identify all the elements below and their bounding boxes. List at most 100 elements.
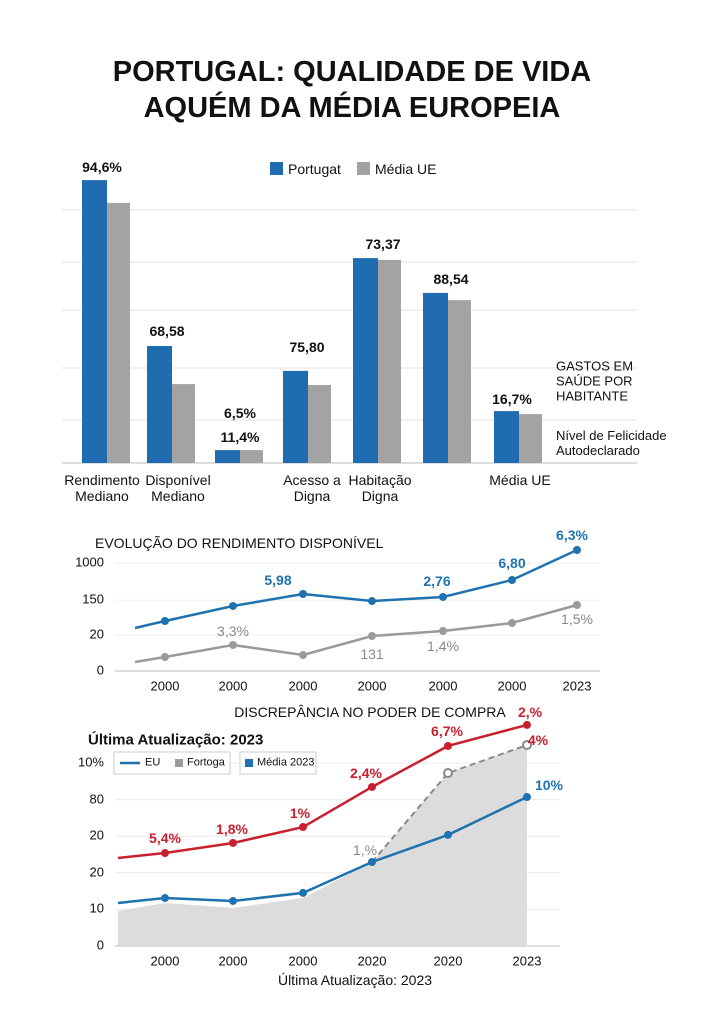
value-annotation: 68,58 [149, 322, 185, 339]
y-tick-label: 150 [82, 591, 104, 607]
bar [147, 346, 172, 463]
y-tick-label: 20 [89, 864, 104, 880]
value-annotation: 5,98 [264, 571, 292, 588]
line [134, 548, 578, 630]
value-annotation: 1% [289, 804, 311, 821]
point [299, 589, 307, 598]
value-annotation: 1,8% [216, 820, 248, 837]
value-annotation: 1,4% [427, 637, 459, 654]
bar [378, 259, 401, 463]
page-title: PORTUGAL: QUALIDADE DE VIDA AQUÉM DA MÉD… [112, 55, 592, 124]
point [444, 830, 452, 839]
point [229, 896, 237, 905]
x-tick-label: Habitação Digna [348, 472, 412, 505]
y-tick-label: 1000 [75, 554, 104, 570]
chart-title: EVOLUÇÃO DO RENDIMENTO DISPONÍVEL [95, 534, 384, 551]
point [368, 632, 376, 641]
x-tick-label: 2000 [218, 953, 248, 969]
x-tick-label: Acesso a Digna [283, 472, 341, 505]
point [522, 740, 532, 751]
area [118, 745, 527, 946]
bar [448, 300, 471, 463]
value-annotation: 5,4% [149, 829, 181, 846]
chart-title: DISCREPÂNCIA NO PODER DE COMPRA [234, 703, 506, 720]
point [368, 597, 376, 606]
value-annotation: 2,% [517, 703, 543, 720]
bar [308, 385, 331, 463]
y-tick-label: 20 [89, 827, 104, 843]
legend-label: Média 2023 [257, 756, 315, 769]
x-tick-label: 2020 [433, 953, 463, 969]
legend-swatch [175, 759, 183, 767]
y-tick-label: 10 [89, 900, 104, 916]
value-annotation: 6,3% [556, 526, 588, 543]
value-annotation: 6,5% [224, 404, 256, 421]
point [161, 652, 169, 661]
value-annotation: 88,54 [433, 270, 469, 287]
line [134, 603, 578, 664]
point [508, 619, 516, 628]
value-annotation: 2,76 [423, 572, 451, 589]
bar [423, 292, 448, 463]
value-annotation: 1,% [352, 841, 378, 858]
value-annotation: 3,3% [217, 622, 249, 639]
point [161, 849, 169, 858]
bar [240, 450, 263, 463]
point [444, 741, 452, 750]
y-tick-label: 20 [89, 626, 104, 642]
bar [283, 370, 308, 463]
value-annotation: 1,5% [561, 610, 593, 627]
value-annotation: 16,7% [492, 390, 532, 407]
value-annotation: 2,4% [350, 764, 382, 781]
point [508, 575, 516, 584]
x-tick-label: 2000 [150, 678, 180, 694]
legend-box [113, 751, 231, 775]
point [161, 616, 169, 625]
x-tick-label: 2000 [428, 678, 458, 694]
point [573, 546, 581, 555]
point [299, 823, 307, 832]
y-tick-label: 80 [89, 791, 104, 807]
chart-subtitle: Última Atualização: 2023 [88, 731, 264, 749]
legend-label: Média UE [375, 160, 437, 177]
bar [107, 202, 130, 463]
y-tick-label: 10% [77, 754, 104, 770]
dashed-line [371, 744, 528, 863]
value-annotation: 11,4% [220, 428, 260, 445]
legend-swatch [245, 759, 253, 767]
x-tick-label: 2020 [357, 953, 387, 969]
value-annotation: 75,80 [289, 338, 325, 355]
x-tick-label: Disponível Mediano [145, 472, 211, 505]
point [299, 888, 307, 897]
point [368, 782, 376, 791]
legend-swatch [357, 162, 370, 175]
value-annotation: 73,37 [365, 235, 401, 252]
bar [82, 180, 107, 463]
point [439, 592, 447, 601]
value-annotation: 4% [527, 731, 549, 748]
legend-label: Fortoga [187, 756, 225, 769]
x-tick-label: 2000 [288, 953, 318, 969]
x-tick-label: 2023 [562, 678, 592, 694]
point [523, 793, 531, 802]
point [443, 768, 453, 779]
x-tick-label: 2000 [288, 678, 318, 694]
bar [172, 384, 195, 463]
x-axis-label: Última Atualização: 2023 [277, 971, 433, 988]
x-tick-label: Média UE [489, 472, 551, 488]
value-annotation: 10% [534, 776, 564, 793]
legend-swatch [270, 162, 283, 175]
point [229, 641, 237, 650]
legend-box [239, 751, 317, 775]
point [523, 720, 531, 729]
point [573, 601, 581, 610]
x-tick-label: 2000 [218, 678, 248, 694]
point [229, 838, 237, 847]
x-tick-label: 2000 [150, 953, 180, 969]
y-tick-label: 0 [96, 662, 104, 678]
point [299, 651, 307, 660]
point [368, 857, 376, 866]
bar [494, 411, 519, 463]
